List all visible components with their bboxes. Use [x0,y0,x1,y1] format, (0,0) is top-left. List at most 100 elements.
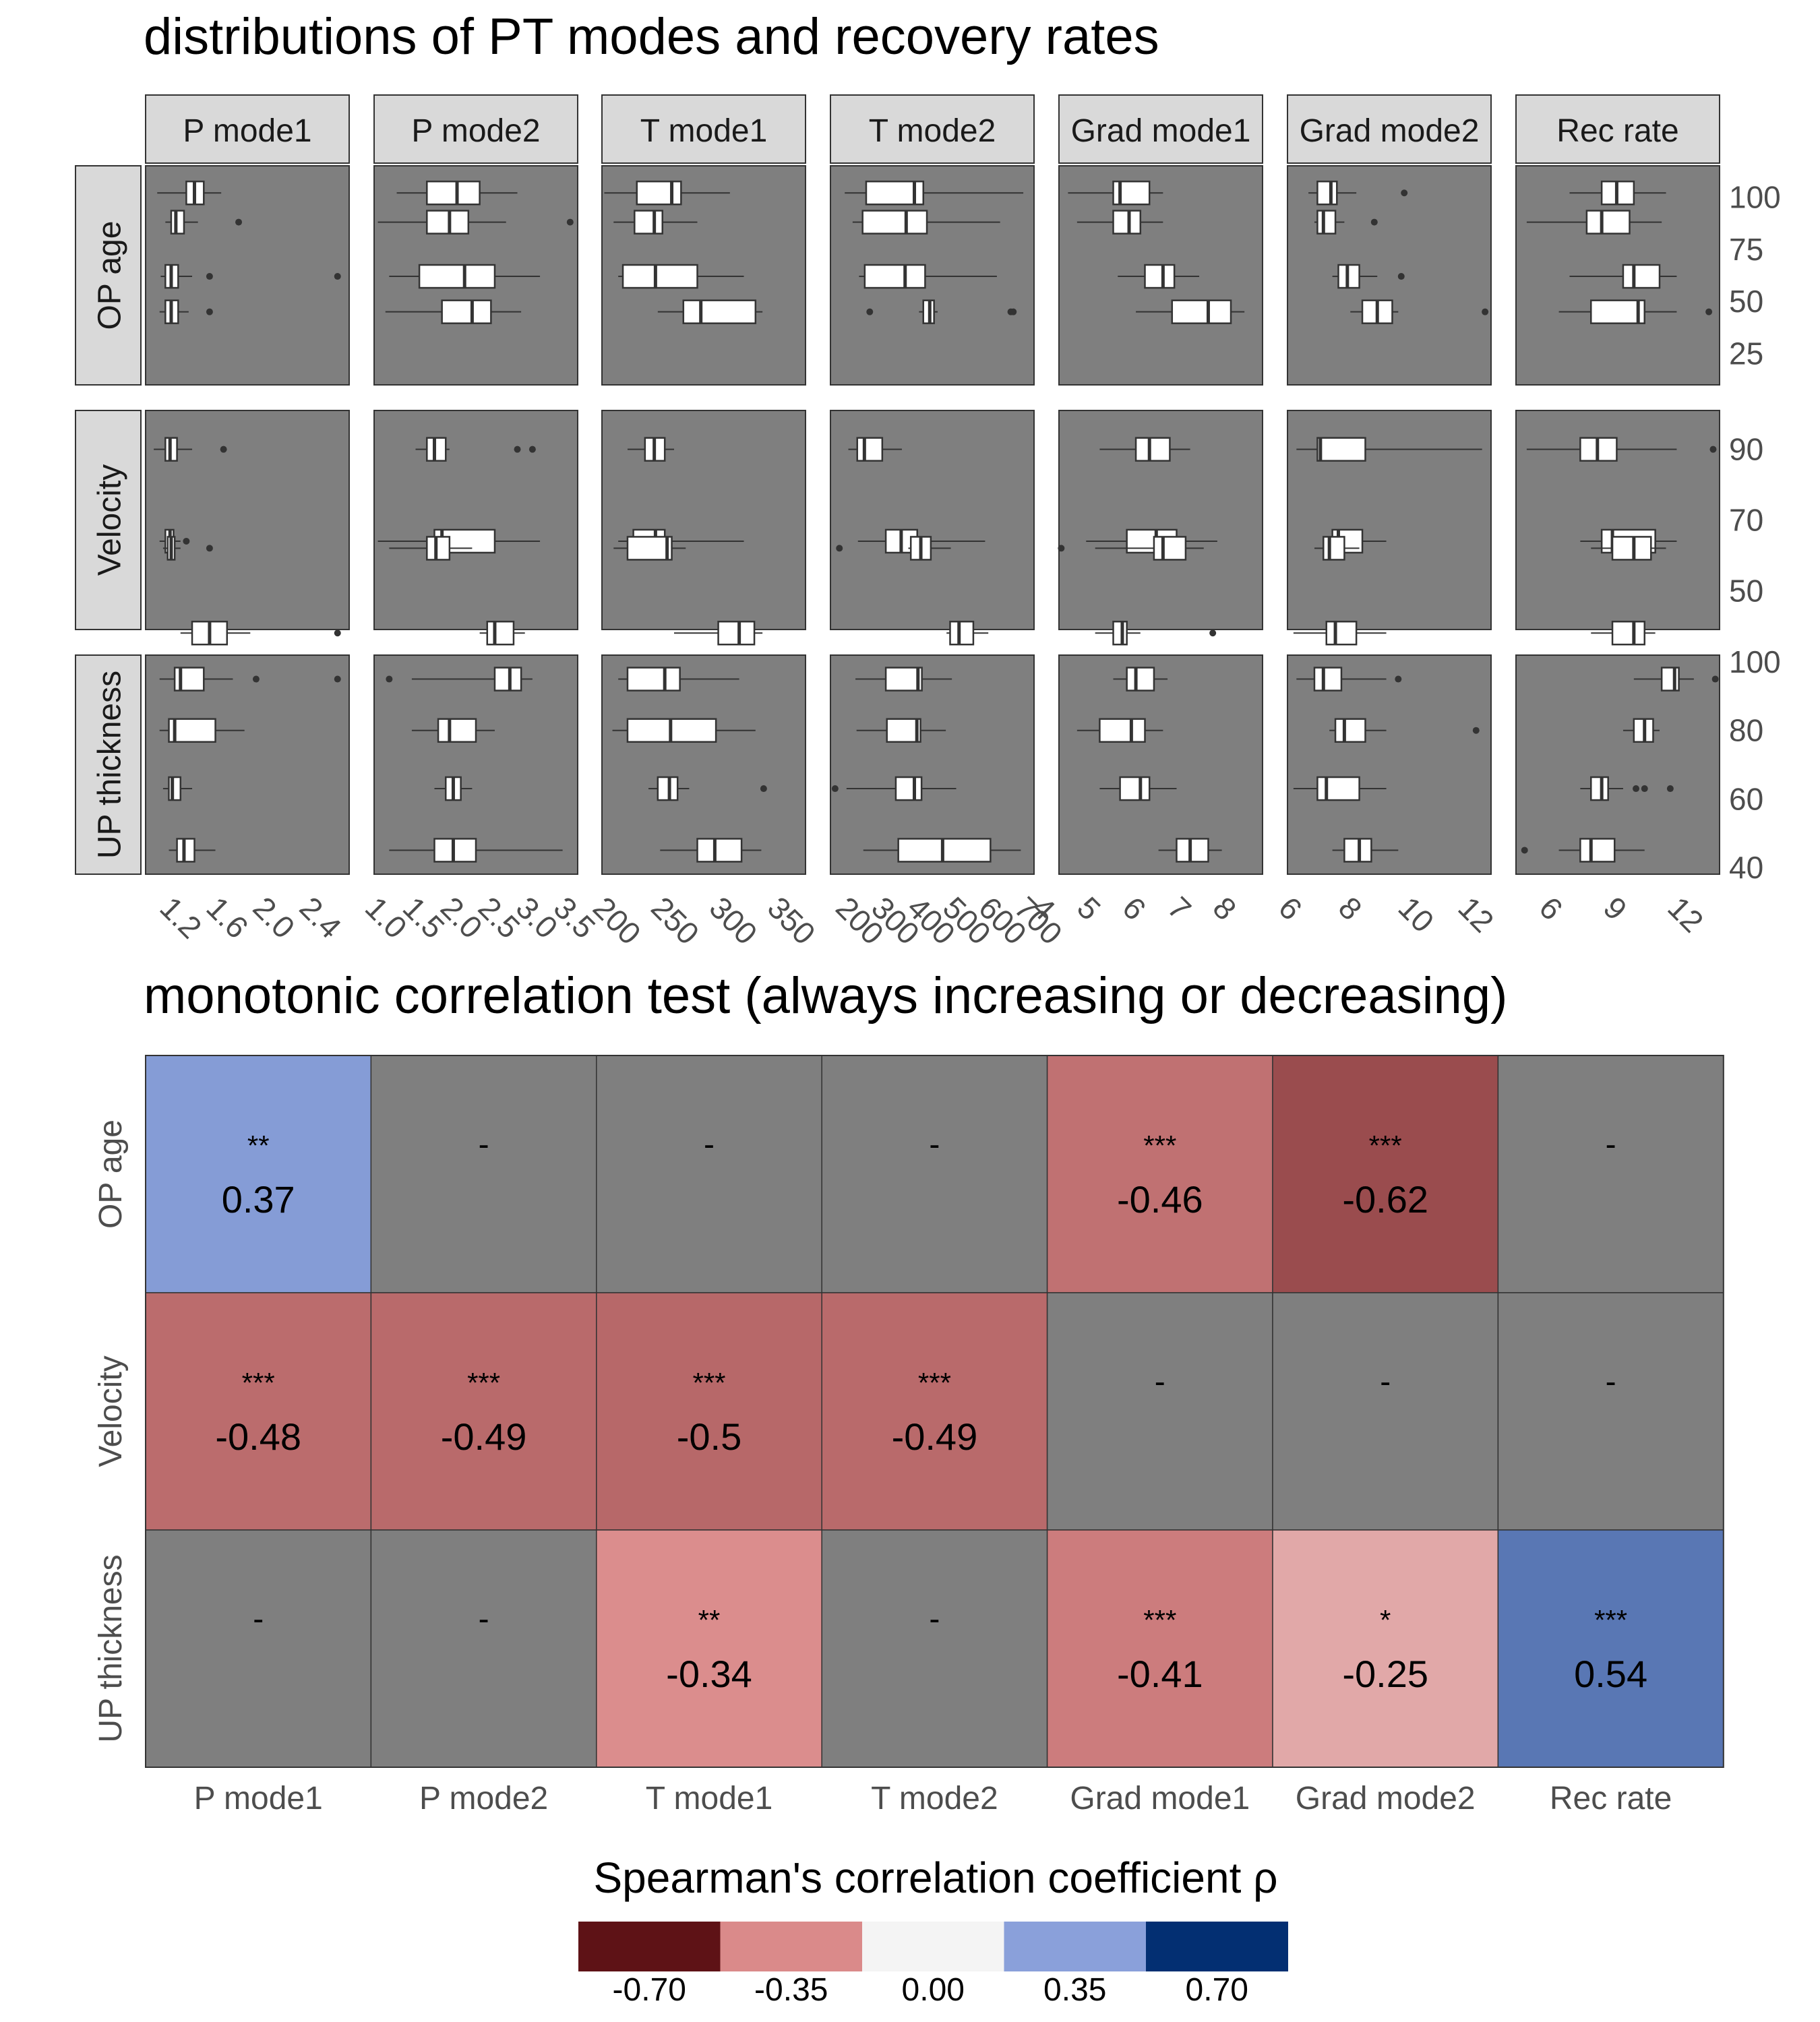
panel-4-1 [1058,410,1263,646]
row-strip-label: UP thickness [92,671,128,859]
significance-label: - [479,1127,489,1163]
x-tick-label: 350 [761,890,822,951]
y-tick-label: 90 [1729,432,1763,467]
significance-label: ** [247,1130,270,1161]
heatmap-cell [1497,1529,1724,1768]
rho-value-label: -0.49 [892,1415,978,1458]
significance-label: *** [1143,1604,1176,1636]
outlier-point [206,308,213,315]
box [1144,264,1176,289]
heatmap-cell [821,1292,1048,1531]
heatmap-cell [1497,1055,1724,1293]
panel-1-1 [373,410,578,646]
panel-background [373,410,578,630]
box [897,838,992,863]
box [1325,620,1358,646]
box [1316,437,1366,462]
rho-value-label: 0.37 [222,1178,295,1221]
significance-label: *** [242,1367,275,1399]
outlier-point [1010,308,1017,315]
legend-tick-label: 0.70 [1186,1972,1248,2008]
heatmap-cell [1272,1055,1499,1293]
panel-2-2 [601,654,806,875]
heatmap-cell [596,1292,822,1531]
x-tick-label: 10 [1392,890,1441,939]
box [437,718,477,743]
box [176,838,195,863]
significance-label: *** [1594,1604,1627,1636]
outlier-point [1705,308,1713,315]
panel-2-1 [601,410,806,646]
significance-label: *** [1369,1130,1402,1161]
panel-3-0 [830,165,1035,386]
x-category-label: Grad mode2 [1296,1781,1476,1816]
facet-strip-5 [1287,94,1492,164]
x-category-label: Grad mode1 [1070,1781,1250,1816]
panel-background [830,165,1035,386]
box [1611,536,1652,561]
x-category-label: P mode2 [419,1781,548,1816]
significance-label: - [1155,1364,1165,1400]
box [894,776,923,801]
rho-value-label: -0.41 [1117,1653,1203,1695]
outlier-point [386,675,393,683]
box [886,718,921,743]
panel-6-2 [1515,654,1720,875]
y-tick-label: 40 [1729,850,1763,885]
significance-label: *** [692,1367,725,1399]
heatmap-cell [596,1529,822,1768]
heatmap-cell [1046,1292,1273,1531]
x-tick-label: 200 [586,890,648,951]
heatmap-cell [145,1529,372,1768]
legend-title: Spearman's correlation coefficient ρ [593,1854,1277,1902]
panel-background [1287,654,1492,875]
box [426,210,470,235]
rho-value-label: 0.54 [1574,1653,1647,1695]
legend-swatch [1004,1922,1147,1971]
significance-label: - [1606,1364,1616,1400]
outlier-point [866,308,874,315]
facet-strip-label: T mode1 [640,113,768,149]
box [657,776,679,801]
box [696,838,743,863]
outlier-point [760,785,767,793]
row-strip-0 [75,165,142,386]
heatmap-title: monotonic correlation test (always incre… [144,967,1507,1024]
outlier-point [252,675,260,683]
panel-background [145,410,350,630]
rho-value-label: -0.5 [677,1415,742,1458]
legend-swatch [720,1922,863,1971]
x-tick-label: 1.6 [200,890,255,945]
panel-background [830,654,1035,875]
legend-tick-label: -0.70 [613,1972,686,2008]
box [634,210,663,235]
box [1171,299,1232,324]
facet-strip-3 [830,94,1035,164]
x-tick-label: 6 [1272,890,1309,927]
outlier-point [566,218,574,226]
facet-strip-label: P mode1 [183,113,311,149]
color-legend: Spearman's correlation coefficient ρ -0.… [578,1854,1288,2008]
heatmap-cell [1497,1292,1724,1531]
x-tick-label: 1.2 [153,890,208,945]
heatmap-cell [370,1529,597,1768]
facet-strip-4 [1058,94,1263,164]
outlier-point [1058,545,1065,552]
box [1316,776,1360,801]
heatmap-border [145,1055,1724,1768]
outlier-point [206,545,213,552]
outlier-point [1521,847,1528,854]
correlation-heatmap: **0.37- - - ***-0.46***-0.62-***-0.48***-0.… [93,1055,1724,1816]
box [426,437,447,462]
facet-strip-label: T mode2 [869,113,996,149]
outlier-point [1641,785,1648,793]
x-tick-label: 8 [1332,890,1369,927]
legend-tick-label: -0.35 [754,1972,828,2008]
outlier-point [220,446,227,453]
rho-value-label: -0.49 [441,1415,527,1458]
legend-swatch [862,1922,1004,1971]
box [493,667,522,692]
box [168,718,216,743]
panel-background [1515,410,1720,630]
panel-6-0 [1515,165,1720,386]
